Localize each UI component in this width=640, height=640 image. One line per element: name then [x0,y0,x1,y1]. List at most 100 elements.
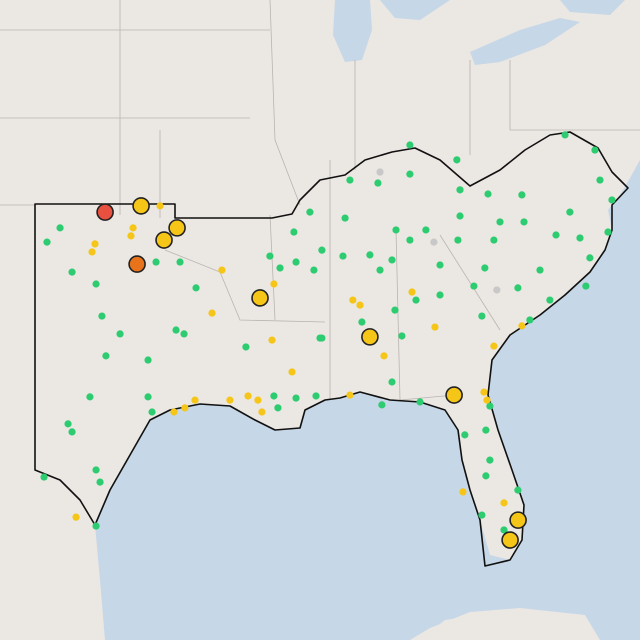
marker [191,396,199,404]
marker [376,168,384,176]
marker [586,254,594,262]
marker [92,466,100,474]
marker [500,526,508,534]
marker [392,226,400,234]
marker [116,330,124,338]
marker [358,318,366,326]
marker [346,176,354,184]
marker [514,284,522,292]
marker [64,420,72,428]
marker [346,391,354,399]
marker [127,232,135,240]
marker [484,190,492,198]
ocean [95,160,640,640]
marker [406,170,414,178]
marker [552,231,560,239]
marker [318,246,326,254]
marker [306,208,314,216]
marker [496,218,504,226]
marker [92,522,100,530]
marker [461,431,469,439]
marker [40,473,48,481]
marker [290,228,298,236]
marker [398,332,406,340]
marker [88,248,96,256]
marker [591,146,599,154]
marker [486,456,494,464]
large-marker [132,197,150,215]
marker [490,236,498,244]
marker [582,282,590,290]
marker [481,264,489,272]
marker [453,156,461,164]
marker [270,392,278,400]
marker [480,388,488,396]
large-marker [501,531,519,549]
marker [514,486,522,494]
marker [376,266,384,274]
large-marker [445,386,463,404]
marker [546,296,554,304]
lake-ontario [560,0,625,15]
large-marker [128,255,146,273]
marker [478,511,486,519]
marker [378,401,386,409]
marker [72,513,80,521]
marker [86,393,94,401]
region-outline [34,131,629,567]
marker [292,258,300,266]
marker [518,322,526,330]
marker [406,236,414,244]
marker [349,296,357,304]
marker [156,202,164,210]
large-marker [168,219,186,237]
marker [176,258,184,266]
marker [170,408,178,416]
marker [406,141,414,149]
marker [483,396,491,404]
marker [218,266,226,274]
marker [490,342,498,350]
marker [380,352,388,360]
marker [276,264,284,272]
marker [412,296,420,304]
marker [388,256,396,264]
marker [68,268,76,276]
cuba [420,612,600,640]
marker [96,478,104,486]
marker [470,282,478,290]
lake-michigan [333,0,372,62]
marker [454,236,462,244]
marker [242,343,250,351]
marker [561,131,569,139]
marker [98,312,106,320]
marker [430,238,438,246]
marker [366,251,374,259]
marker [493,286,501,294]
marker [339,252,347,260]
marker [268,336,276,344]
marker [566,208,574,216]
marker [258,408,266,416]
marker [180,330,188,338]
marker [152,258,160,266]
marker [181,404,189,412]
marker [478,312,486,320]
marker [374,179,382,187]
marker [388,378,396,386]
marker [254,396,262,404]
marker [129,224,137,232]
large-marker [155,231,173,249]
marker [144,356,152,364]
marker [270,280,278,288]
marker [526,316,534,324]
marker [408,288,416,296]
marker [422,226,430,234]
lake-huron [380,0,450,20]
marker [486,402,494,410]
marker [482,426,490,434]
marker [431,323,439,331]
marker [608,196,616,204]
marker [520,218,528,226]
